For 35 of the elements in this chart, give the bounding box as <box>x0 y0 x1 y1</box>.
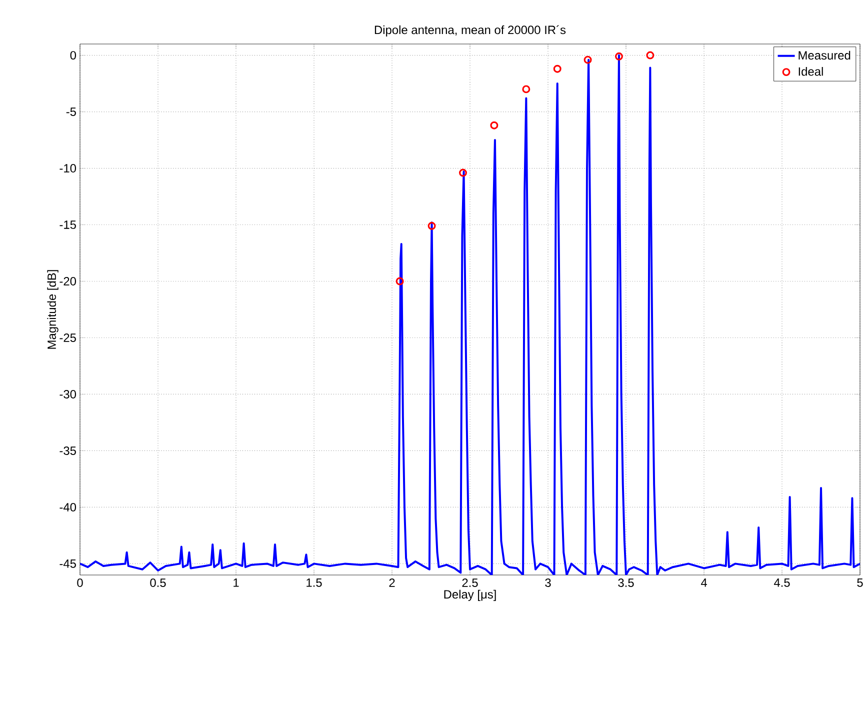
y-tick-label: 0 <box>70 51 76 60</box>
x-tick-label: 4 <box>700 578 707 587</box>
point <box>522 85 530 94</box>
point <box>553 64 562 73</box>
y-tick-label: -15 <box>60 220 76 229</box>
point <box>584 56 592 64</box>
y-axis-title: Magnitude [dB] <box>47 270 58 349</box>
x-tick-label: 4.5 <box>774 578 790 587</box>
legend-label: Measured <box>798 50 850 60</box>
y-tick-label: -35 <box>60 446 76 455</box>
chart-title: Dipole antenna, mean of 20000 IR´s <box>374 25 566 36</box>
x-tick-label: 0 <box>77 578 83 587</box>
point <box>646 51 654 60</box>
x-tick-label: 1.5 <box>306 578 322 587</box>
y-tick-label: -40 <box>60 502 76 512</box>
x-tick-label: 5 <box>857 578 863 587</box>
y-tick-label: -45 <box>60 560 76 568</box>
y-tick-label: -25 <box>60 334 76 342</box>
x-tick-label: 2.5 <box>462 578 478 587</box>
point <box>458 168 467 177</box>
x-axis-title: Delay [μs] <box>444 590 496 601</box>
point <box>614 52 623 60</box>
x-tick-label: 1 <box>234 578 239 587</box>
x-tick-label: 0.5 <box>150 578 166 587</box>
point <box>428 222 436 230</box>
y-tick-label: -30 <box>60 390 76 398</box>
x-tick-label: 3.5 <box>618 578 634 587</box>
y-tick-label: -20 <box>60 277 76 286</box>
point <box>396 277 404 286</box>
y-tick-label: -5 <box>66 108 76 116</box>
x-tick-label: 2 <box>389 578 395 587</box>
x-tick-label: 3 <box>545 578 551 587</box>
point <box>490 121 498 130</box>
y-tick-label: -10 <box>60 164 76 172</box>
legend-label: Ideal <box>798 66 823 76</box>
